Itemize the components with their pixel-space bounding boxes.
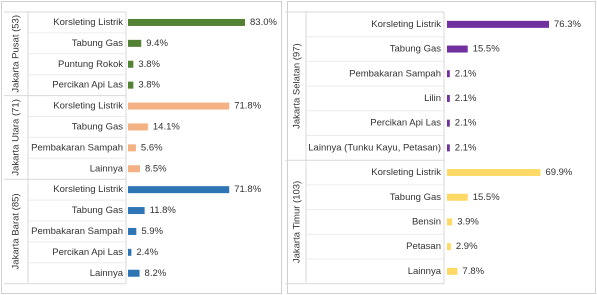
value-label: 76.3% bbox=[554, 19, 581, 30]
value-label: 5.9% bbox=[141, 226, 163, 237]
value-label: 5.6% bbox=[141, 142, 163, 153]
category-label: Korsleting Listrik bbox=[371, 19, 441, 30]
value-label: 2.1% bbox=[455, 118, 477, 129]
value-label: 2.4% bbox=[136, 247, 158, 258]
bar bbox=[447, 169, 541, 177]
bar bbox=[128, 60, 134, 68]
category-label: Lainnya bbox=[90, 163, 124, 174]
category-label: Lainnya bbox=[408, 266, 442, 277]
category-label: Tabung Gas bbox=[390, 192, 441, 203]
category-label: Percikan Api Las bbox=[52, 247, 123, 258]
value-label: 9.4% bbox=[146, 38, 168, 49]
bar bbox=[447, 218, 453, 226]
category-label: Lilin bbox=[424, 93, 441, 104]
value-label: 3.8% bbox=[138, 80, 160, 91]
bar bbox=[447, 243, 451, 251]
bar bbox=[128, 81, 134, 89]
value-label: 71.8% bbox=[234, 184, 261, 195]
value-label: 8.5% bbox=[145, 163, 167, 174]
bar bbox=[447, 94, 450, 102]
value-label: 2.1% bbox=[455, 142, 477, 153]
bar bbox=[128, 144, 136, 152]
bar bbox=[128, 123, 148, 131]
category-label: Korsleting Listrik bbox=[53, 17, 123, 28]
category-label: Tabung Gas bbox=[72, 205, 123, 216]
bar bbox=[128, 186, 230, 194]
category-label: Pembakaran Sampah bbox=[31, 226, 123, 237]
group-label: Jakarta Selatan (97) bbox=[292, 43, 303, 129]
value-label: 15.5% bbox=[473, 192, 500, 203]
value-label: 7.8% bbox=[462, 266, 484, 277]
panel-border bbox=[1, 1, 282, 294]
value-label: 8.2% bbox=[145, 268, 167, 279]
value-label: 69.9% bbox=[545, 167, 572, 178]
category-label: Pembakaran Sampah bbox=[31, 142, 123, 153]
bar bbox=[447, 193, 468, 201]
bar bbox=[128, 269, 140, 277]
bar bbox=[128, 18, 245, 26]
category-label: Lainnya bbox=[90, 268, 124, 279]
category-label: Tabung Gas bbox=[72, 38, 123, 49]
group-label: Jakarta Timur (103) bbox=[292, 181, 303, 263]
bar bbox=[447, 119, 450, 127]
value-label: 2.9% bbox=[456, 241, 478, 252]
category-label: Pembakaran Sampah bbox=[349, 68, 441, 79]
category-label: Tabung Gas bbox=[72, 121, 123, 132]
bar bbox=[128, 165, 140, 173]
bar bbox=[447, 70, 450, 78]
bar bbox=[447, 267, 458, 275]
bar bbox=[447, 45, 468, 53]
value-label: 2.1% bbox=[455, 93, 477, 104]
group-label: Jakarta Utara (71) bbox=[11, 99, 22, 176]
bar bbox=[447, 20, 549, 28]
category-label: Percikan Api Las bbox=[52, 80, 123, 91]
value-label: 15.5% bbox=[473, 44, 500, 55]
value-label: 83.0% bbox=[250, 17, 277, 28]
category-label: Bensin bbox=[412, 216, 441, 227]
bar bbox=[128, 102, 230, 110]
group-label: Jakarta Pusat (53) bbox=[11, 15, 22, 93]
bar bbox=[128, 248, 132, 256]
bar bbox=[128, 207, 145, 215]
panel-border bbox=[287, 1, 596, 294]
value-label: 11.8% bbox=[150, 205, 177, 216]
bar bbox=[128, 227, 137, 235]
category-label: Petasan bbox=[406, 241, 441, 252]
category-label: Tabung Gas bbox=[390, 44, 441, 55]
category-label: Percikan Api Las bbox=[370, 118, 441, 129]
bar bbox=[128, 39, 142, 47]
value-label: 71.8% bbox=[234, 101, 261, 112]
category-label: Korsleting Listrik bbox=[53, 184, 123, 195]
group-label: Jakarta Barat (85) bbox=[11, 193, 22, 269]
value-label: 2.1% bbox=[455, 68, 477, 79]
value-label: 3.9% bbox=[457, 216, 479, 227]
category-label: Puntung Rokok bbox=[58, 59, 123, 70]
value-label: 3.8% bbox=[138, 59, 160, 70]
value-label: 14.1% bbox=[153, 121, 180, 132]
bar bbox=[447, 144, 450, 152]
category-label: Korsleting Listrik bbox=[53, 101, 123, 112]
category-label: Lainnya (Tunku Kayu, Petasan) bbox=[308, 142, 441, 153]
category-label: Korsleting Listrik bbox=[371, 167, 441, 178]
